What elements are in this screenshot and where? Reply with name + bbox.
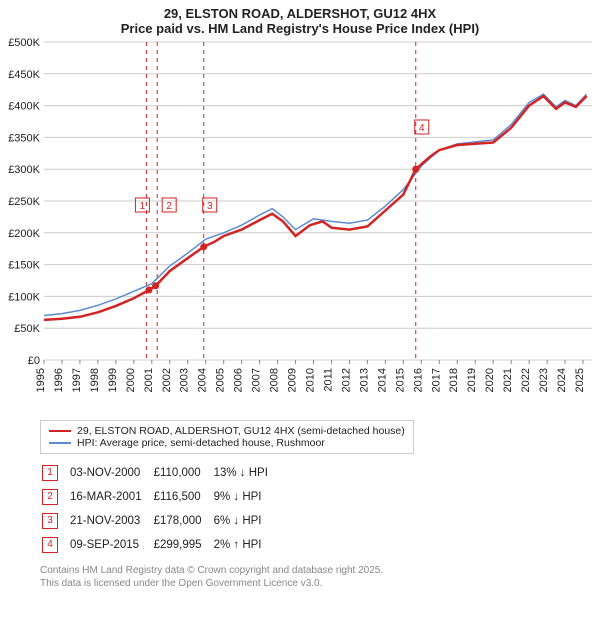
x-tick-label: 2024 bbox=[556, 368, 568, 392]
tx-number-box: 1 bbox=[42, 465, 58, 481]
x-tick-label: 2004 bbox=[197, 368, 209, 392]
legend-row: 29, ELSTON ROAD, ALDERSHOT, GU12 4HX (se… bbox=[49, 425, 405, 437]
x-tick-label: 2017 bbox=[430, 368, 442, 392]
tx-price: £116,500 bbox=[154, 486, 212, 508]
x-tick-label: 2001 bbox=[143, 368, 155, 392]
x-tick-label: 2008 bbox=[269, 368, 281, 392]
footer-attribution: Contains HM Land Registry data © Crown c… bbox=[40, 564, 600, 590]
tx-price: £299,995 bbox=[154, 534, 212, 556]
transaction-dot bbox=[200, 243, 207, 250]
x-tick-label: 1998 bbox=[89, 368, 101, 392]
table-row: 3 21-NOV-2003£178,0006% ↓ HPI bbox=[42, 510, 278, 532]
x-tick-label: 2002 bbox=[161, 368, 173, 392]
x-tick-label: 2013 bbox=[358, 368, 370, 392]
tx-number-box: 4 bbox=[42, 537, 58, 553]
price-chart: £0 £50K £100K £150K £200K £250K £300K £350K £400… bbox=[0, 36, 600, 416]
x-tick-label: 1997 bbox=[71, 368, 83, 392]
x-tick-label: 2011 bbox=[322, 368, 334, 392]
x-tick-label: 1999 bbox=[107, 368, 119, 392]
footer-line2: This data is licensed under the Open Gov… bbox=[40, 577, 600, 590]
x-tick-label: 2020 bbox=[484, 368, 496, 392]
tx-number-box: 3 bbox=[42, 513, 58, 529]
tx-number-box: 2 bbox=[42, 489, 58, 505]
x-tick-label: 2000 bbox=[125, 368, 137, 392]
y-tick-label: £350K bbox=[8, 132, 40, 144]
event-marker-number: 1 bbox=[140, 201, 146, 212]
legend-label: HPI: Average price, semi-detached house,… bbox=[77, 437, 325, 449]
tx-pct: 13% ↓ HPI bbox=[214, 462, 278, 484]
transaction-dot bbox=[145, 287, 152, 294]
footer-line1: Contains HM Land Registry data © Crown c… bbox=[40, 564, 600, 577]
y-tick-label: £450K bbox=[8, 69, 40, 81]
x-tick-label: 2023 bbox=[538, 368, 550, 392]
table-row: 4 09-SEP-2015£299,9952% ↑ HPI bbox=[42, 534, 278, 556]
x-tick-label: 1996 bbox=[53, 368, 65, 392]
x-tick-label: 2003 bbox=[179, 368, 191, 392]
x-tick-label: 2019 bbox=[466, 368, 478, 392]
x-tick-label: 2006 bbox=[233, 368, 245, 392]
up-arrow-icon: ↑ bbox=[233, 539, 239, 551]
transactions-table: 1 03-NOV-2000£110,00013% ↓ HPI 2 16-MAR-200… bbox=[40, 460, 280, 558]
tx-date: 09-SEP-2015 bbox=[70, 534, 152, 556]
x-tick-label: 2018 bbox=[448, 368, 460, 392]
tx-price: £110,000 bbox=[154, 462, 212, 484]
tx-date: 03-NOV-2000 bbox=[70, 462, 152, 484]
down-arrow-icon: ↓ bbox=[240, 467, 246, 479]
x-tick-label: 2007 bbox=[251, 368, 263, 392]
tx-pct: 9% ↓ HPI bbox=[214, 486, 278, 508]
event-marker-number: 4 bbox=[419, 123, 425, 134]
chart-title-line2: Price paid vs. HM Land Registry's House … bbox=[0, 21, 600, 36]
down-arrow-icon: ↓ bbox=[233, 515, 239, 527]
y-tick-label: £150K bbox=[8, 260, 40, 272]
x-tick-label: 2005 bbox=[215, 368, 227, 392]
y-tick-label: £100K bbox=[8, 291, 40, 303]
tx-price: £178,000 bbox=[154, 510, 212, 532]
legend-label: 29, ELSTON ROAD, ALDERSHOT, GU12 4HX (se… bbox=[77, 425, 405, 437]
legend: 29, ELSTON ROAD, ALDERSHOT, GU12 4HX (se… bbox=[40, 420, 414, 454]
y-tick-label: £400K bbox=[8, 101, 40, 113]
transaction-dot bbox=[152, 282, 159, 289]
tx-date: 21-NOV-2003 bbox=[70, 510, 152, 532]
x-tick-label: 2025 bbox=[574, 368, 586, 392]
y-tick-label: £50K bbox=[14, 323, 40, 335]
x-tick-label: 2014 bbox=[376, 368, 388, 392]
legend-swatch bbox=[49, 442, 71, 444]
down-arrow-icon: ↓ bbox=[233, 491, 239, 503]
series-blue bbox=[44, 94, 587, 315]
x-tick-label: 2012 bbox=[340, 368, 352, 392]
x-tick-label: 2009 bbox=[287, 368, 299, 392]
chart-title-line1: 29, ELSTON ROAD, ALDERSHOT, GU12 4HX bbox=[0, 6, 600, 21]
legend-swatch bbox=[49, 430, 71, 433]
y-tick-label: £200K bbox=[8, 228, 40, 240]
y-tick-label: £300K bbox=[8, 164, 40, 176]
transaction-dot bbox=[412, 166, 419, 173]
x-tick-label: 2010 bbox=[305, 368, 317, 392]
tx-date: 16-MAR-2001 bbox=[70, 486, 152, 508]
table-row: 1 03-NOV-2000£110,00013% ↓ HPI bbox=[42, 462, 278, 484]
x-tick-label: 2015 bbox=[394, 368, 406, 392]
y-tick-label: £250K bbox=[8, 196, 40, 208]
x-tick-label: 2021 bbox=[502, 368, 514, 392]
x-tick-label: 1995 bbox=[35, 368, 47, 392]
event-marker-number: 2 bbox=[166, 201, 172, 212]
y-tick-label: £500K bbox=[8, 37, 40, 49]
legend-row: HPI: Average price, semi-detached house,… bbox=[49, 437, 405, 449]
x-tick-label: 2022 bbox=[520, 368, 532, 392]
y-tick-label: £0 bbox=[28, 355, 40, 367]
tx-pct: 2% ↑ HPI bbox=[214, 534, 278, 556]
x-tick-label: 2016 bbox=[412, 368, 424, 392]
event-marker-number: 3 bbox=[207, 201, 213, 212]
tx-pct: 6% ↓ HPI bbox=[214, 510, 278, 532]
table-row: 2 16-MAR-2001£116,5009% ↓ HPI bbox=[42, 486, 278, 508]
